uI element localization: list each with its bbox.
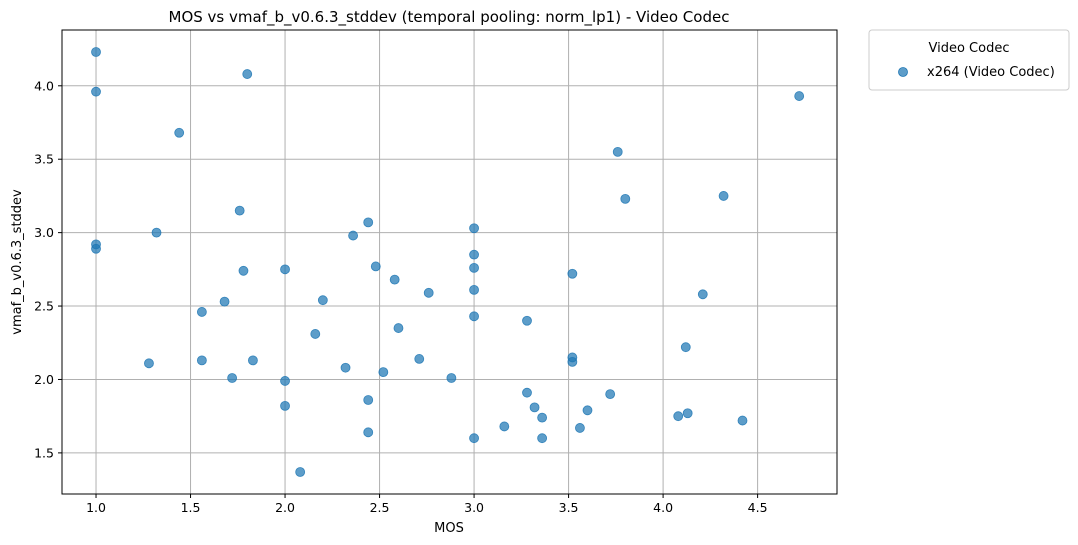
y-tick-label: 3.0: [34, 225, 54, 240]
data-point: [91, 47, 101, 57]
y-axis-label: vmaf_b_v0.6.3_stddev: [10, 189, 25, 335]
data-point: [280, 400, 290, 411]
y-tick-label: 4.0: [34, 78, 54, 93]
data-point: [227, 373, 238, 383]
y-tick-label: 1.5: [34, 445, 54, 460]
data-point: [340, 362, 351, 373]
data-point: [737, 415, 748, 426]
y-axis-ticks: 1.5 2.0 2.5 3.0 3.5 4.0: [34, 78, 62, 460]
legend-title: Video Codec: [929, 41, 1010, 56]
grid-lines: [62, 30, 837, 494]
data-point: [389, 274, 400, 285]
data-point: [280, 264, 290, 275]
data-point: [620, 193, 631, 204]
data-point: [414, 354, 425, 364]
data-point: [567, 356, 578, 367]
data-point: [219, 296, 230, 307]
data-point: [469, 223, 479, 234]
data-point: [612, 146, 623, 157]
legend: Video Codec x264 (Video Codec): [868, 29, 1070, 91]
x-tick-label: 3.5: [559, 500, 579, 515]
data-point: [582, 405, 593, 416]
data-point: [363, 395, 374, 405]
y-tick-label: 3.5: [34, 152, 54, 167]
data-point: [469, 311, 479, 322]
data-point: [363, 217, 374, 228]
data-point: [697, 289, 708, 300]
x-tick-label: 4.5: [748, 500, 768, 515]
data-point: [718, 191, 729, 201]
x-tick-label: 1.5: [181, 500, 201, 515]
data-point: [794, 91, 805, 101]
data-point: [529, 402, 540, 413]
legend-marker: [898, 67, 908, 77]
data-point: [363, 427, 374, 438]
data-point: [605, 389, 616, 400]
data-point: [348, 230, 358, 241]
x-tick-label: 2.0: [275, 500, 295, 515]
data-point: [469, 249, 479, 260]
y-tick-label: 2.0: [34, 372, 54, 387]
data-point: [673, 411, 684, 422]
data-point: [144, 358, 154, 369]
x-tick-label: 4.0: [653, 500, 673, 515]
data-point: [234, 205, 245, 216]
data-point: [423, 287, 434, 298]
legend-entry: x264 (Video Codec): [927, 65, 1055, 80]
data-point: [567, 268, 578, 279]
data-point: [575, 423, 585, 433]
data-point: [280, 376, 290, 386]
data-point: [499, 421, 510, 432]
data-point: [537, 433, 548, 444]
data-point: [196, 307, 207, 317]
x-tick-label: 1.0: [86, 500, 106, 515]
x-tick-label: 2.5: [370, 500, 390, 515]
data-point: [242, 69, 253, 79]
data-point: [469, 284, 479, 295]
data-point: [151, 227, 162, 238]
data-point: [682, 408, 693, 419]
x-axis-ticks: 1.0 1.5 2.0 2.5 3.0 3.5 4.0 4.5: [86, 494, 768, 515]
data-point: [469, 433, 479, 444]
data-point: [680, 342, 691, 353]
x-tick-label: 3.0: [464, 500, 484, 515]
data-point: [522, 387, 532, 398]
data-point: [537, 412, 548, 423]
legend-box: [868, 29, 1070, 91]
data-point: [91, 243, 101, 254]
data-point: [446, 373, 457, 383]
data-points: [91, 47, 805, 477]
data-point: [295, 467, 306, 477]
data-point: [174, 127, 185, 138]
data-point: [378, 367, 389, 378]
chart-title: MOS vs vmaf_b_v0.6.3_stddev (temporal po…: [169, 8, 730, 27]
data-point: [370, 261, 381, 272]
data-point: [238, 265, 249, 276]
y-tick-label: 2.5: [34, 299, 54, 314]
data-point: [248, 355, 258, 366]
data-point: [310, 329, 321, 339]
data-point: [91, 86, 101, 97]
plot-frame: [61, 29, 838, 495]
data-point: [522, 315, 532, 326]
x-axis-label: MOS: [434, 521, 464, 536]
data-point: [469, 262, 479, 273]
data-point: [317, 295, 328, 306]
data-point: [393, 323, 404, 333]
data-point: [196, 355, 207, 366]
